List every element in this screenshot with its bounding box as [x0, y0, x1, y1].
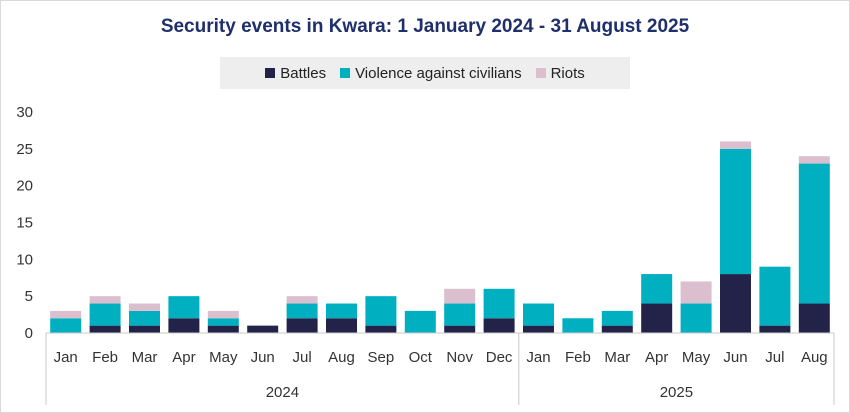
x-tick-label: Aug — [328, 349, 355, 366]
x-tick-label: Apr — [172, 349, 195, 366]
bar-violence — [641, 274, 673, 304]
x-tick-label: May — [682, 349, 711, 366]
bar-violence — [207, 318, 239, 326]
bar-battles — [286, 318, 318, 333]
legend-item-violence: Violence against civilians — [340, 65, 522, 82]
group-label-2025: 2025 — [660, 384, 693, 401]
x-tick-label: Sep — [368, 349, 395, 366]
bar-battles — [129, 325, 160, 333]
bar-riots — [89, 296, 121, 304]
bar-violence — [483, 288, 515, 319]
bar-riots — [207, 310, 239, 319]
bar-violence — [404, 310, 436, 333]
legend-swatch-violence — [340, 68, 351, 78]
bar-violence — [720, 148, 751, 275]
bar-battles — [444, 325, 476, 333]
bar-riots — [50, 310, 82, 319]
legend-swatch-riots — [535, 68, 546, 78]
bar-battles — [720, 274, 751, 333]
bar-violence — [168, 296, 200, 319]
bar-violence — [759, 266, 791, 326]
bar-violence — [562, 318, 594, 333]
bar-battles — [798, 303, 830, 333]
legend-item-battles: Battles — [265, 65, 326, 82]
y-tick-label: 25 — [16, 141, 33, 158]
bar-battles — [601, 325, 633, 333]
y-tick-label: 10 — [16, 251, 33, 268]
bar-violence — [50, 318, 82, 333]
x-tick-label: Oct — [409, 349, 433, 366]
y-tick-label: 0 — [25, 325, 33, 342]
bar-violence — [326, 303, 357, 319]
bar-violence — [798, 163, 830, 304]
legend-swatch-battles — [265, 68, 276, 78]
x-tick-label: Jul — [765, 349, 784, 366]
bar-battles — [365, 325, 397, 333]
chart-title: Security events in Kwara: 1 January 2024… — [160, 16, 690, 37]
bar-battles — [523, 325, 554, 333]
legend-label-riots: Riots — [550, 64, 585, 82]
x-tick-label: Mar — [604, 349, 630, 366]
bar-riots — [798, 156, 830, 164]
bar-violence — [129, 310, 160, 326]
bar-violence — [89, 303, 121, 326]
bar-battles — [326, 318, 357, 333]
y-tick-label: 15 — [16, 215, 33, 232]
legend: Battles Violence against civilians Riots — [220, 57, 630, 89]
bar-riots — [129, 303, 160, 311]
x-tick-label: Nov — [446, 349, 473, 366]
bar-violence — [365, 296, 397, 326]
x-tick-label: Feb — [565, 349, 591, 366]
x-tick-label: Jan — [54, 349, 78, 366]
y-tick-label: 5 — [25, 288, 33, 305]
bar-violence — [601, 310, 633, 326]
legend-label-violence: Violence against civilians — [355, 64, 522, 82]
x-tick-label: Jan — [526, 349, 550, 366]
x-tick-label: Aug — [801, 349, 828, 366]
bar-battles — [207, 325, 239, 333]
group-label-2024: 2024 — [266, 384, 299, 401]
x-tick-label: Feb — [92, 349, 118, 366]
x-tick-label: Mar — [132, 349, 158, 366]
bar-battles — [759, 325, 791, 333]
bar-riots — [444, 288, 476, 304]
y-tick-label: 20 — [16, 178, 33, 195]
bar-riots — [680, 281, 712, 304]
legend-item-riots: Riots — [535, 64, 585, 82]
bar-violence — [523, 303, 554, 326]
bar-violence — [286, 303, 318, 319]
bar-battles — [168, 318, 200, 333]
bar-violence — [680, 303, 712, 333]
bar-battles — [641, 303, 673, 333]
y-tick-label: 30 — [16, 104, 33, 121]
x-tick-label: Dec — [486, 349, 513, 366]
bar-violence — [444, 303, 476, 326]
bar-battles — [247, 325, 279, 333]
bar-riots — [286, 296, 318, 304]
bar-battles — [89, 325, 121, 333]
legend-label-battles: Battles — [280, 64, 327, 82]
x-tick-label: Jun — [251, 349, 275, 366]
bar-battles — [483, 318, 515, 333]
bar-riots — [720, 141, 751, 149]
x-tick-label: May — [209, 349, 238, 366]
x-tick-label: Jun — [723, 349, 747, 366]
x-tick-label: Jul — [293, 349, 312, 366]
x-tick-label: Apr — [645, 349, 668, 366]
